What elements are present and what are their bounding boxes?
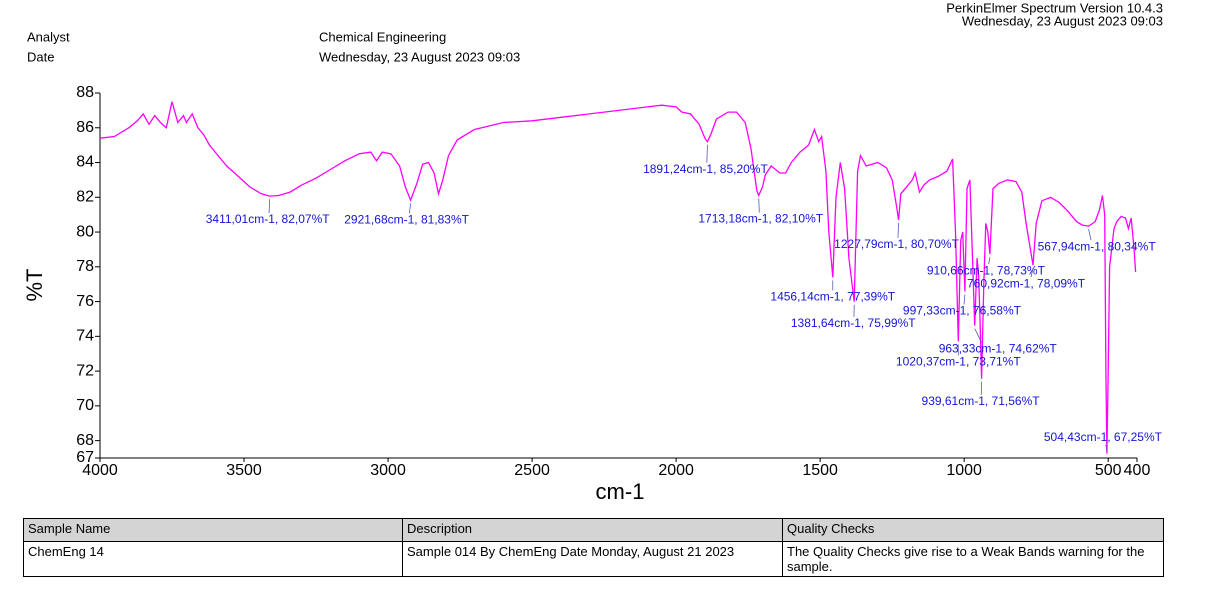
x-tick-label: 1000 — [946, 462, 982, 479]
analyst: Chemical Engineering — [319, 29, 446, 44]
annotation-leader — [1030, 268, 1034, 278]
spectrum-line — [99, 101, 1137, 454]
annotation-label: 1891,24cm-1, 85,20%T — [643, 162, 768, 176]
x-tick-label: 2000 — [658, 462, 694, 479]
annotation-leader — [897, 222, 899, 238]
annotation-leader — [974, 328, 982, 343]
annotation-label: 1713,18cm-1, 82,10%T — [698, 212, 823, 226]
timestamp: Wednesday, 23 August 2023 09:03 — [962, 13, 1163, 28]
annotation-label: 760,92cm-1, 78,09%T — [967, 276, 1086, 290]
annotation-label: 2921,68cm-1, 81,83%T — [344, 212, 469, 226]
analyst-label: Analyst — [27, 29, 70, 44]
annotation-leader — [1088, 229, 1092, 241]
cell: Sample 014 By ChemEng Date Monday, Augus… — [402, 541, 783, 577]
annotation-leader — [268, 199, 271, 214]
annotation-label: 963,33cm-1, 74,62%T — [939, 342, 1058, 356]
annotation-leader — [1105, 444, 1108, 451]
software: PerkinElmer Spectrum Version 10.4.3 — [946, 0, 1163, 15]
x-tick-label: 500 — [1095, 462, 1122, 479]
x-tick-label: 4000 — [82, 462, 118, 479]
header-cell: Description — [402, 518, 783, 542]
x-tick-label: 3000 — [370, 462, 406, 479]
annotation-label: 1456,14cm-1, 77,39%T — [770, 290, 895, 304]
y-tick-label: 80 — [76, 223, 94, 240]
annotation-leader — [758, 198, 760, 213]
date-label: Date — [27, 49, 54, 64]
y-tick-label: 86 — [76, 119, 94, 136]
header-cell: Quality Checks — [782, 518, 1164, 542]
y-tick-label: 76 — [76, 293, 94, 310]
annotation-label: 567,94cm-1, 80,34%T — [1038, 239, 1157, 253]
x-axis-label: cm-1 — [596, 479, 645, 504]
annotation-label: 939,61cm-1, 71,56%T — [922, 394, 1041, 408]
annotation-label: 1227,79cm-1, 80,70%T — [834, 237, 959, 251]
cell: The Quality Checks give rise to a Weak B… — [782, 541, 1164, 577]
x-tick-label: 400 — [1124, 462, 1151, 479]
y-tick-label: 70 — [76, 397, 94, 414]
y-tick-label: 72 — [76, 362, 94, 379]
annotation-label: 3411,01cm-1, 82,07%T — [206, 212, 331, 226]
annotation-leader — [409, 203, 412, 214]
chart: PerkinElmer Spectrum Version 10.4.3 Wedn… — [22, 0, 1163, 504]
x-tick-label: 3500 — [226, 462, 262, 479]
cell: ChemEng 14 — [23, 541, 403, 577]
date: Wednesday, 23 August 2023 09:03 — [319, 49, 520, 64]
annotation-label: 1020,37cm-1, 73,71%T — [896, 355, 1021, 369]
annotation-label: 1381,64cm-1, 75,99%T — [791, 316, 916, 330]
y-tick-label: 82 — [76, 189, 94, 206]
annotation-label: 910,66cm-1, 78,73%T — [927, 263, 1046, 277]
annotation-label: 997,33cm-1, 76,58%T — [903, 304, 1022, 318]
annotation-leader — [706, 144, 708, 163]
annotation-leader — [988, 257, 991, 265]
y-tick-label: 84 — [76, 154, 94, 171]
y-tick-label: 67 — [76, 449, 94, 466]
header-cell: Sample Name — [23, 518, 403, 542]
y-tick-label: 68 — [76, 432, 94, 449]
x-tick-label: 2500 — [514, 462, 550, 479]
y-tick-label: 74 — [76, 328, 94, 345]
y-tick-label: 78 — [76, 258, 94, 275]
annotation-leader — [963, 294, 966, 305]
x-tick-label: 1500 — [802, 462, 838, 479]
annotation-label: 504,43cm-1, 67,25%T — [1044, 430, 1163, 444]
y-tick-label: 88 — [76, 84, 94, 101]
y-axis-label: %T — [22, 269, 47, 302]
sample-table: Sample Name Description Quality Checks Che… — [23, 518, 1164, 577]
